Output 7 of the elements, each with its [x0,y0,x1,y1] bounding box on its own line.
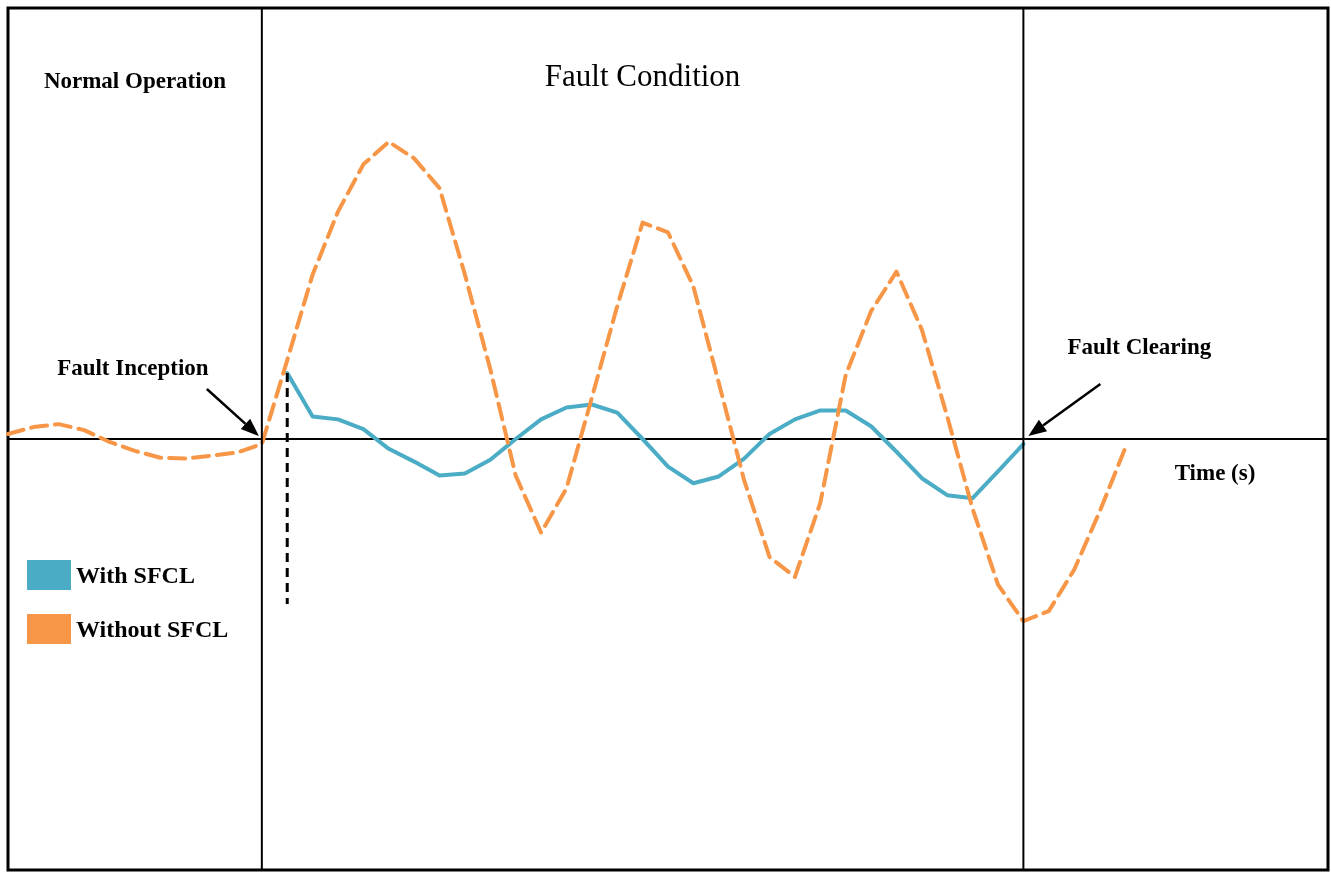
annotation: Fault Clearing [1067,333,1212,359]
annotation: Fault Inception [57,354,209,380]
x-axis-title: Time (s) [1174,460,1256,485]
legend-label: Without SFCL [76,616,229,642]
text: Normal Operation [43,67,227,93]
legend-label: With SFCL [76,562,195,588]
text: Fault Condition [544,57,741,93]
